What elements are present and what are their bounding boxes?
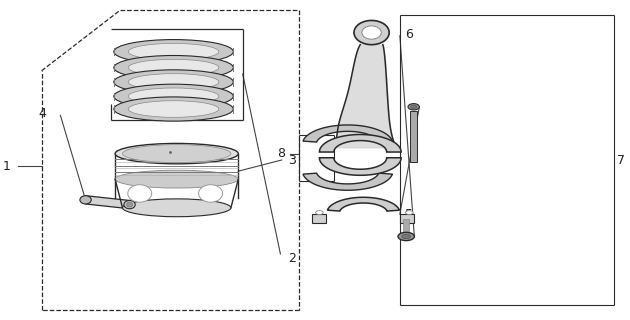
Bar [401, 213, 415, 223]
Polygon shape [86, 196, 130, 209]
Ellipse shape [115, 170, 238, 188]
Text: 4: 4 [38, 107, 46, 120]
Ellipse shape [411, 105, 417, 108]
Ellipse shape [362, 26, 381, 39]
Ellipse shape [115, 143, 238, 164]
Polygon shape [319, 158, 401, 175]
Ellipse shape [129, 74, 219, 90]
Polygon shape [303, 125, 392, 142]
Text: 3: 3 [288, 154, 296, 166]
Ellipse shape [127, 202, 133, 207]
Ellipse shape [129, 101, 219, 117]
Ellipse shape [408, 104, 420, 110]
Text: 1: 1 [3, 160, 11, 173]
Ellipse shape [316, 211, 323, 214]
Polygon shape [319, 134, 401, 152]
Text: 7: 7 [617, 154, 625, 166]
Ellipse shape [128, 185, 152, 202]
Bar [410, 111, 418, 162]
Ellipse shape [122, 145, 231, 163]
Ellipse shape [114, 70, 233, 94]
Text: 2: 2 [288, 252, 296, 265]
Ellipse shape [129, 88, 219, 105]
Ellipse shape [129, 59, 219, 76]
Ellipse shape [398, 232, 415, 241]
Bar [403, 219, 410, 232]
Text: 6: 6 [405, 28, 413, 41]
Ellipse shape [114, 84, 233, 108]
Ellipse shape [129, 44, 219, 60]
Ellipse shape [354, 20, 389, 45]
Bar [312, 213, 326, 223]
Ellipse shape [124, 200, 135, 209]
Polygon shape [303, 173, 392, 190]
Text: 8: 8 [277, 147, 285, 160]
Text: 5: 5 [405, 208, 413, 221]
Polygon shape [328, 197, 399, 211]
Ellipse shape [122, 199, 231, 217]
Ellipse shape [114, 55, 233, 80]
Ellipse shape [114, 40, 233, 64]
Ellipse shape [80, 196, 91, 204]
Ellipse shape [114, 97, 233, 121]
Ellipse shape [406, 211, 413, 214]
Ellipse shape [198, 185, 222, 202]
Ellipse shape [402, 234, 411, 239]
